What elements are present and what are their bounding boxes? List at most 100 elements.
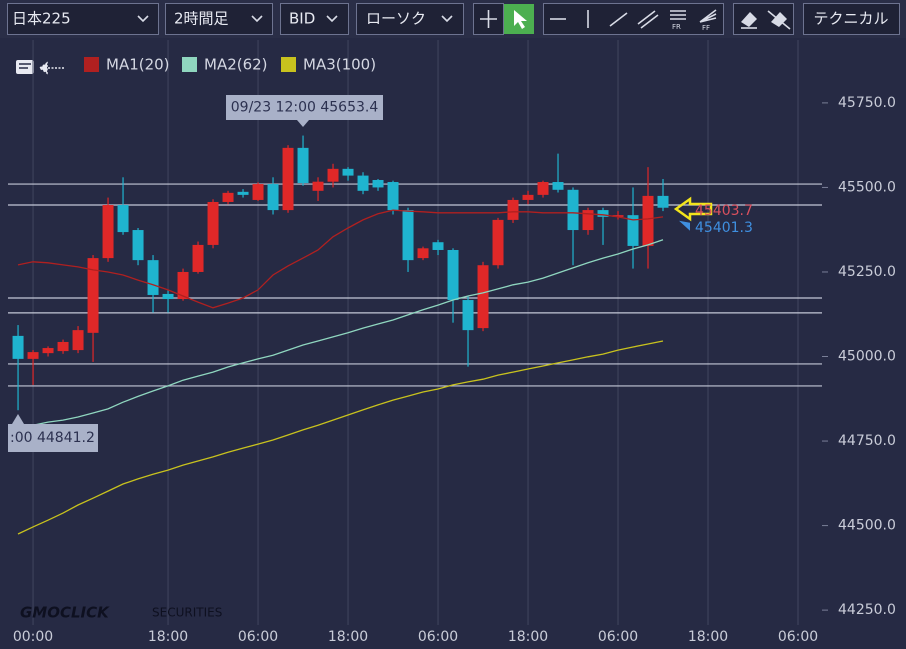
candle-body bbox=[282, 147, 294, 211]
candle-body bbox=[597, 210, 609, 217]
button-box[interactable] bbox=[803, 3, 900, 35]
callout-pointer bbox=[12, 414, 24, 424]
candle-body bbox=[582, 210, 594, 231]
candle-body bbox=[477, 265, 489, 329]
candle-body bbox=[522, 194, 534, 200]
price-tag: 45403.7 bbox=[695, 203, 753, 219]
erase-all-cross bbox=[767, 10, 791, 30]
candle-body bbox=[432, 242, 444, 250]
comment-icon[interactable] bbox=[16, 60, 34, 74]
y-tick-label: 45000.0 bbox=[838, 349, 896, 365]
select-box[interactable] bbox=[7, 3, 159, 35]
y-tick-label: 45750.0 bbox=[838, 95, 896, 111]
chevron bbox=[441, 15, 453, 23]
candle-body bbox=[132, 230, 144, 261]
eraser-icon[interactable] bbox=[741, 12, 757, 27]
x-tick-label: 18:00 bbox=[688, 629, 728, 645]
timeframe-select[interactable]: 2時間足 bbox=[165, 3, 273, 35]
pointer-icon bbox=[514, 10, 527, 29]
comment-lines bbox=[19, 63, 31, 69]
y-tick-label: 44250.0 bbox=[838, 602, 896, 618]
candle-body bbox=[72, 330, 84, 351]
candle-body bbox=[642, 195, 654, 246]
candle-body bbox=[372, 179, 384, 188]
candle-body bbox=[657, 195, 669, 208]
candle-body bbox=[492, 219, 504, 266]
y-tick-label: 45250.0 bbox=[838, 264, 896, 280]
candle-body bbox=[507, 199, 519, 220]
chart-style-select[interactable]: ローソク bbox=[356, 3, 464, 35]
candle-body bbox=[627, 215, 639, 246]
candle-body bbox=[162, 293, 174, 300]
erase-tools bbox=[733, 3, 794, 35]
candle-body bbox=[417, 248, 429, 259]
candle-body bbox=[612, 215, 624, 217]
candle-body bbox=[87, 258, 99, 333]
candle-body bbox=[252, 184, 264, 200]
candle-body bbox=[117, 205, 129, 233]
drawing-tools bbox=[543, 3, 724, 35]
moving-average-line bbox=[17, 340, 664, 535]
collapse-icon[interactable] bbox=[38, 61, 64, 75]
candle-body bbox=[237, 191, 249, 195]
candle-body bbox=[147, 260, 159, 295]
select-text[interactable]: 2時間足 bbox=[174, 10, 229, 28]
x-tick-label: 06:00 bbox=[238, 629, 278, 645]
x-tick-label: 00:00 bbox=[13, 629, 53, 645]
y-tick-label: 45500.0 bbox=[838, 179, 896, 195]
candle-body bbox=[207, 201, 219, 245]
candle-body bbox=[12, 335, 24, 359]
candle-body bbox=[177, 271, 189, 300]
candle-body bbox=[462, 300, 474, 331]
candle-body bbox=[192, 244, 204, 272]
callout-pointer bbox=[297, 120, 309, 127]
crosshair-icon bbox=[480, 10, 497, 28]
x-tick-label: 06:00 bbox=[598, 629, 638, 645]
watermark-suffix: SECURITIES bbox=[152, 606, 222, 620]
price-pointer bbox=[679, 220, 690, 231]
candle-body bbox=[267, 184, 279, 211]
candle-body bbox=[357, 175, 369, 191]
fibo-fan-icon[interactable] bbox=[699, 9, 717, 23]
x-tick-label: 18:00 bbox=[328, 629, 368, 645]
moving-average-line bbox=[17, 239, 664, 428]
trendline-icon[interactable] bbox=[609, 12, 628, 27]
callout-box bbox=[226, 95, 383, 120]
candle-body bbox=[402, 210, 414, 261]
fibo-retrace-icon[interactable] bbox=[670, 10, 686, 20]
moving-average-line bbox=[17, 209, 664, 309]
x-tick-label: 06:00 bbox=[778, 629, 818, 645]
callout-text: 09/23 12:00 45653.4 bbox=[231, 100, 379, 116]
x-tick-label: 18:00 bbox=[508, 629, 548, 645]
fibo-fan-mark: FF bbox=[702, 24, 710, 32]
fibo-retrace-mark: FR bbox=[672, 23, 681, 31]
candle-body bbox=[102, 205, 114, 259]
symbol-select[interactable]: 日本225 bbox=[7, 3, 159, 35]
legend-label: MA3(100) bbox=[303, 56, 376, 74]
select-text[interactable]: BID bbox=[289, 10, 315, 28]
y-tick-label: 44750.0 bbox=[838, 433, 896, 449]
callout-box bbox=[8, 424, 98, 452]
price-type-select[interactable]: BID bbox=[280, 3, 349, 35]
channel-icon[interactable] bbox=[637, 10, 659, 29]
select-box[interactable] bbox=[280, 3, 349, 35]
candle-body bbox=[297, 147, 309, 184]
legend-label: MA2(62) bbox=[204, 56, 268, 74]
select-text[interactable]: ローソク bbox=[366, 10, 426, 28]
legend-swatch bbox=[84, 57, 99, 72]
candle-body bbox=[567, 189, 579, 231]
candle-body bbox=[222, 192, 234, 202]
watermark-brand: GMOCLICK bbox=[20, 604, 110, 622]
candle-body bbox=[327, 168, 339, 182]
candle-body bbox=[552, 182, 564, 190]
candle-body bbox=[42, 348, 54, 354]
legend-swatch bbox=[281, 57, 296, 72]
candle-body bbox=[447, 249, 459, 301]
select-text[interactable]: 日本225 bbox=[12, 10, 71, 28]
legend-label: MA1(20) bbox=[106, 56, 170, 74]
technical-button[interactable]: テクニカル bbox=[803, 3, 900, 35]
x-tick-label: 18:00 bbox=[148, 629, 188, 645]
button-text[interactable]: テクニカル bbox=[813, 10, 888, 28]
